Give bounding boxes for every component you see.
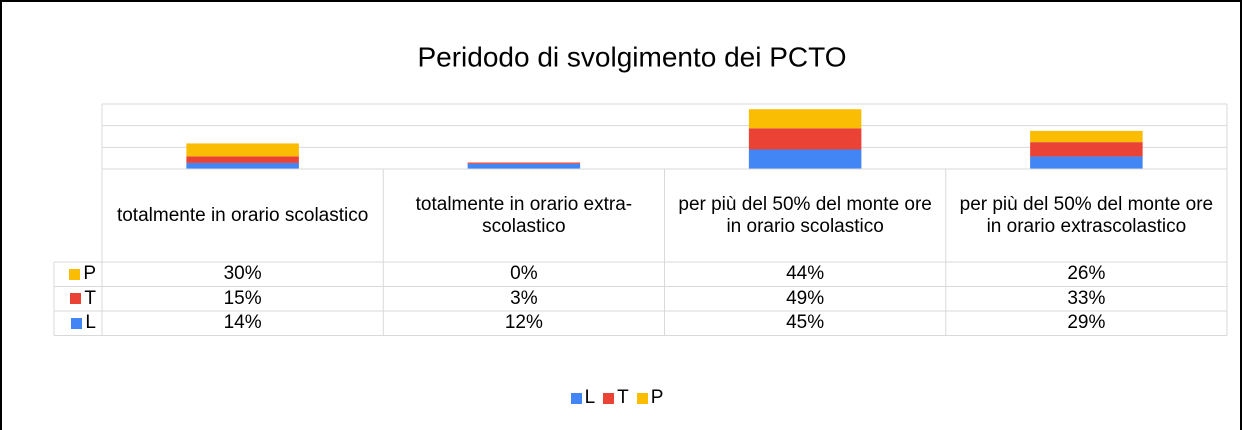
table-value: 3% [510,287,538,309]
table-value: 26% [1067,263,1106,285]
table-value: 14% [223,312,262,334]
bar-segment [186,156,299,163]
legend-swatch [603,392,615,404]
legend-label: T [617,387,629,408]
table-header: per più del 50% del monte ore in orario … [678,193,932,237]
table-header: totalmente in orario scolastico [116,204,369,226]
legend-swatch [570,392,582,404]
bar-segment [467,163,581,169]
series-name: P [83,263,96,285]
legend-item: L [570,387,596,409]
table-value: 0% [510,263,538,285]
series-name: L [85,312,96,334]
table-value: 30% [223,263,262,285]
bar-segment [748,149,862,169]
table-header: totalmente in orario extra-scolastico [415,193,633,237]
table-value: 33% [1067,287,1106,309]
bar-segment [1030,130,1143,143]
table-value: 29% [1067,312,1106,334]
legend-swatch [71,317,83,329]
legend-item: T [603,387,629,409]
bar-segment [186,143,299,157]
bar-segment [1030,156,1143,169]
legend-item: P [636,387,664,409]
table-value: 15% [223,287,262,309]
table-header: per più del 50% del monte ore in orario … [959,193,1214,237]
legend-swatch [70,293,82,305]
table-value: 12% [504,312,543,334]
bar-segment [748,128,862,150]
bar-segment [186,162,299,169]
legend-label: P [650,387,664,408]
series-name: T [84,287,96,309]
bar-segment [748,109,862,129]
bar-segment [467,162,581,164]
table-key: T [54,287,102,312]
table-key: L [54,311,102,336]
table-key: P [54,262,102,287]
table-value: 45% [786,312,825,334]
chart-title: Peridodo di svolgimento dei PCTO [417,41,846,72]
table-value: 44% [786,263,825,285]
legend-label: L [584,387,596,408]
legend-swatch [636,392,648,404]
bar-segment [1030,142,1143,157]
table-value: 49% [786,287,825,309]
legend-swatch [69,268,81,280]
